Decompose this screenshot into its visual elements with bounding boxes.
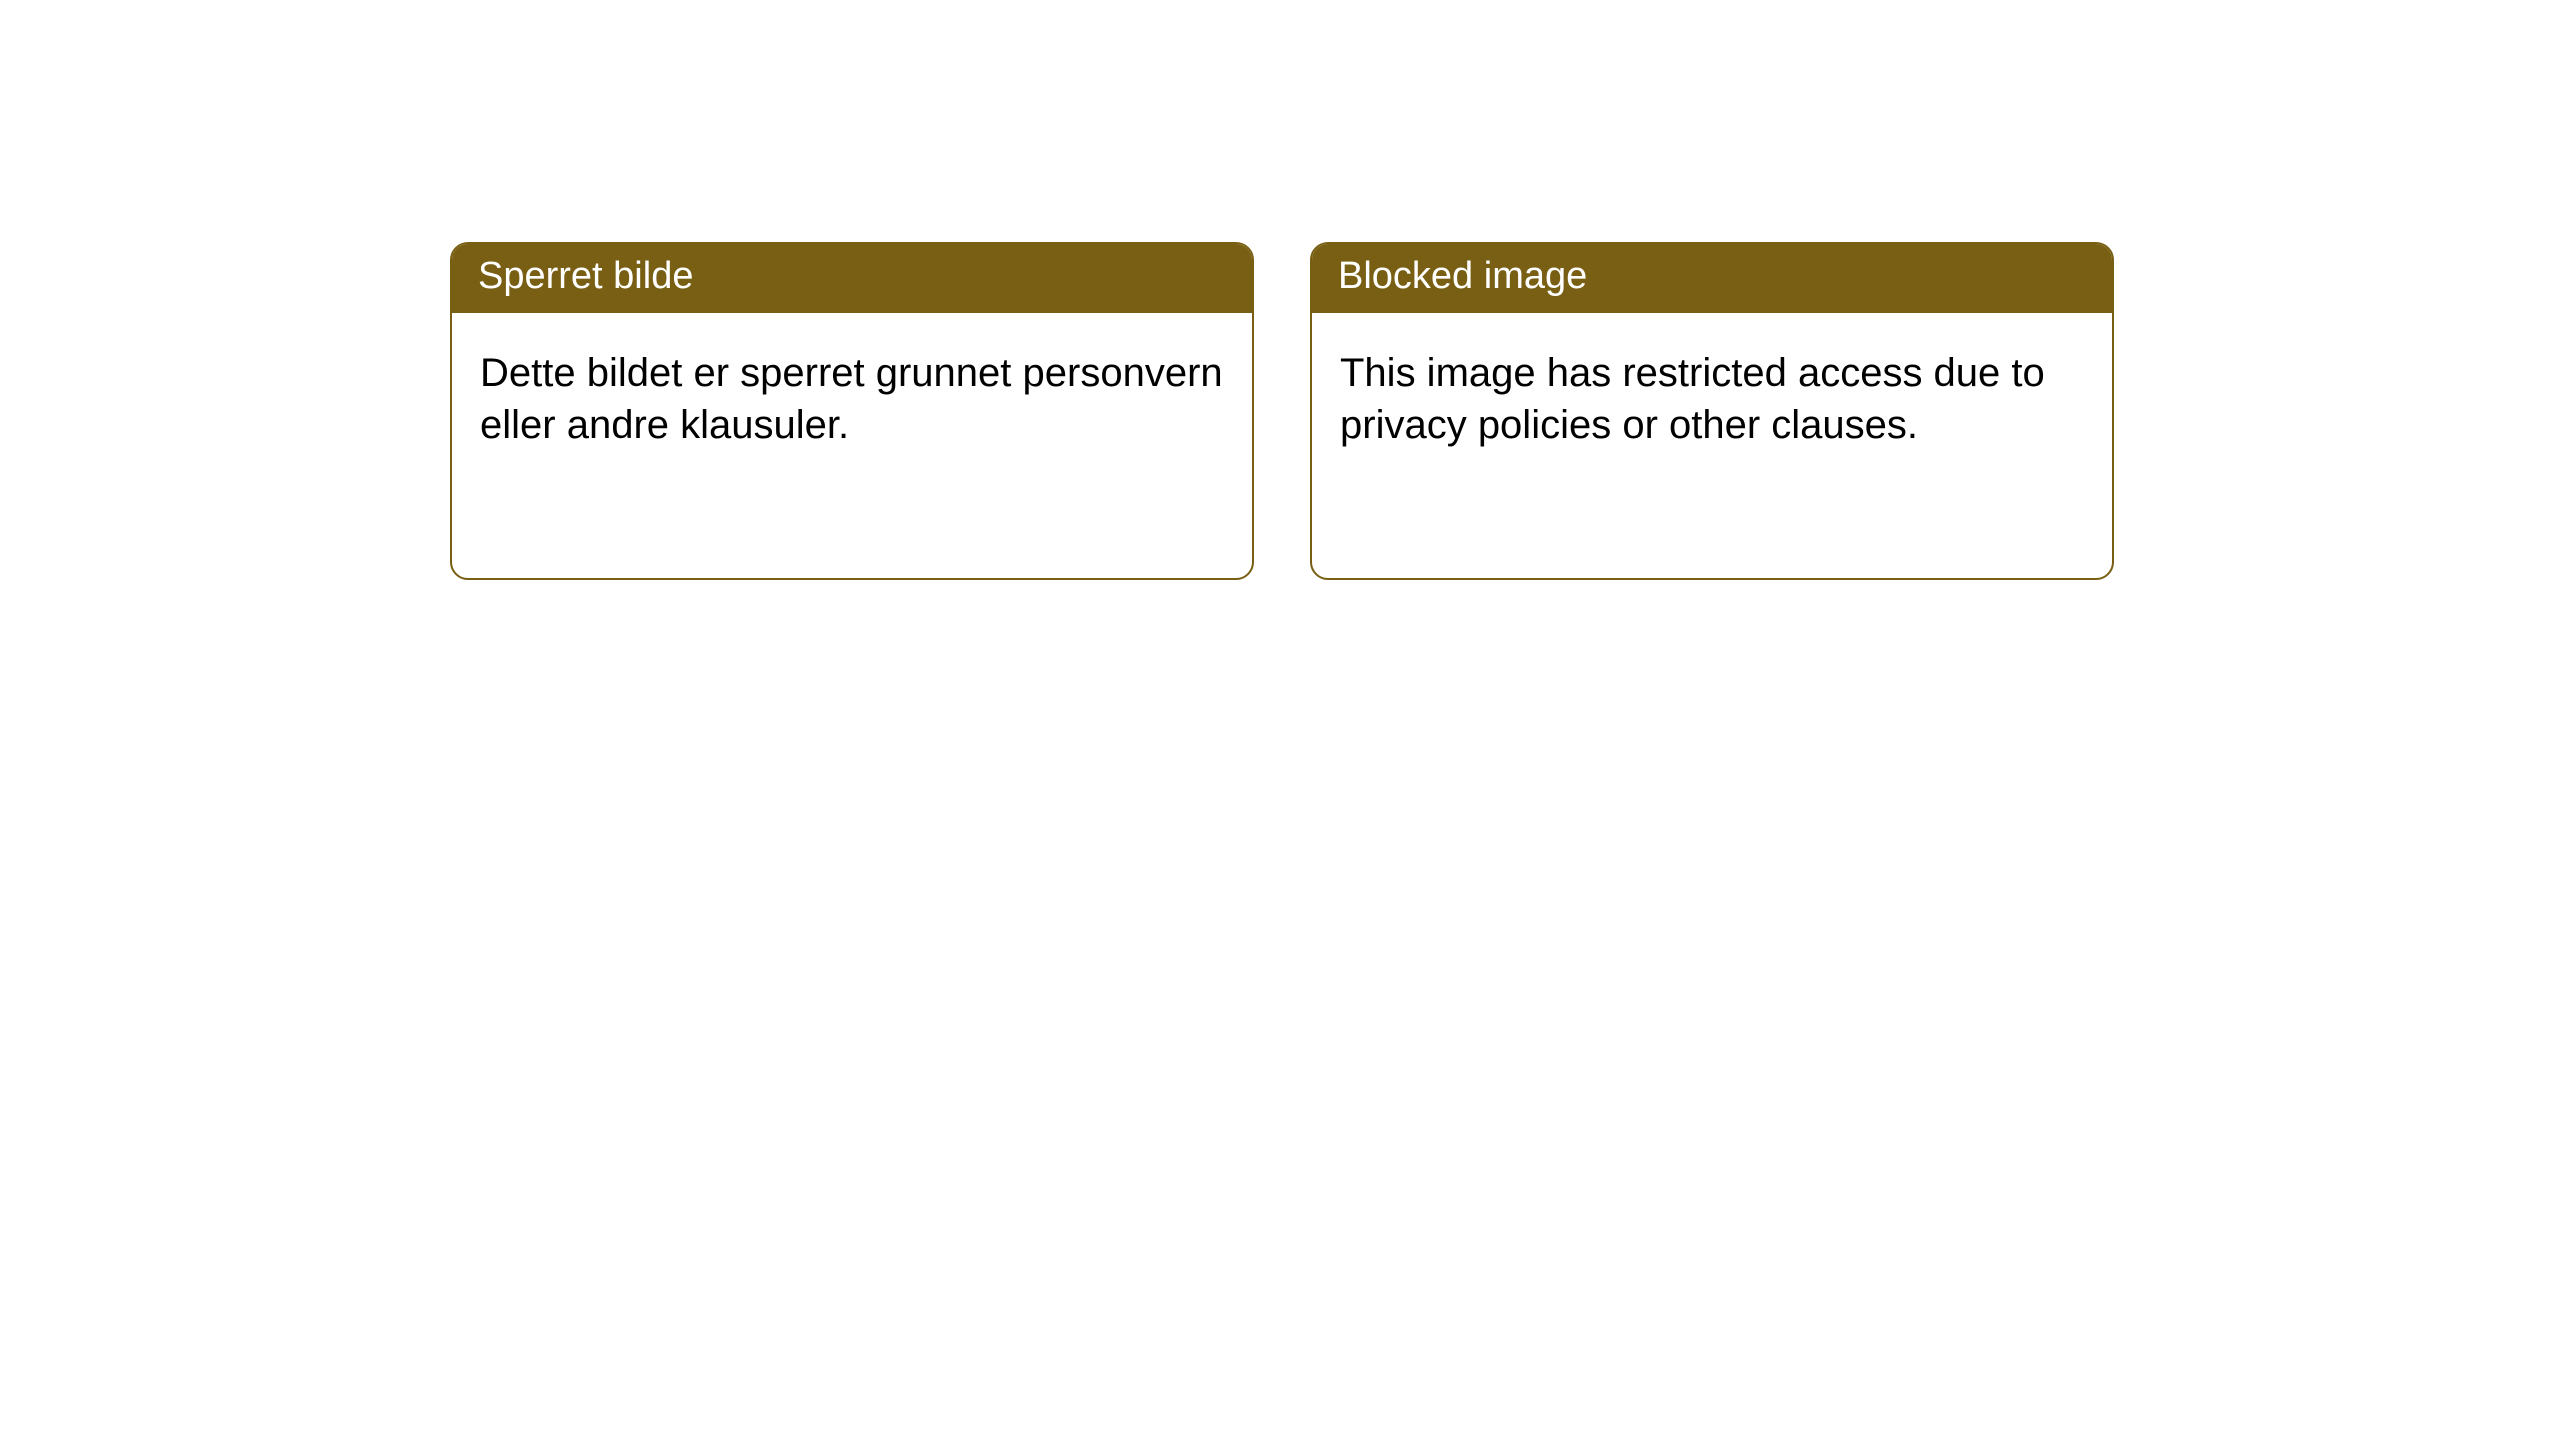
blocked-image-card-en: Blocked image This image has restricted … <box>1310 242 2114 580</box>
card-body: This image has restricted access due to … <box>1312 313 2112 485</box>
card-header: Sperret bilde <box>452 244 1252 313</box>
card-body: Dette bildet er sperret grunnet personve… <box>452 313 1252 485</box>
info-cards-container: Sperret bilde Dette bildet er sperret gr… <box>0 0 2560 580</box>
blocked-image-card-no: Sperret bilde Dette bildet er sperret gr… <box>450 242 1254 580</box>
card-header: Blocked image <box>1312 244 2112 313</box>
